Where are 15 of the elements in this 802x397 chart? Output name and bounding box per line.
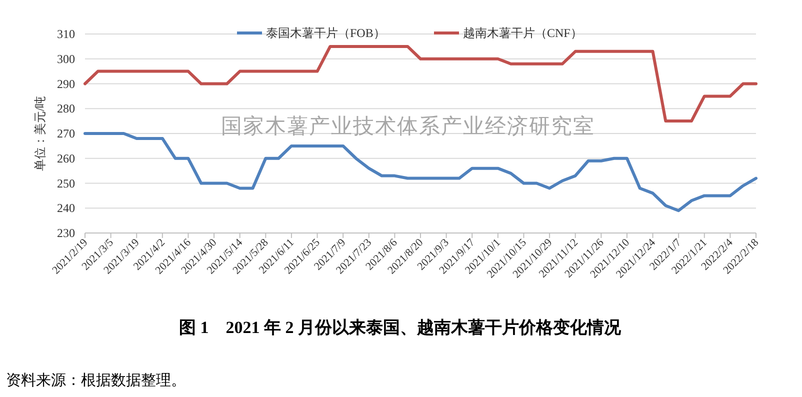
legend-label: 泰国木薯干片（FOB）: [266, 26, 386, 40]
y-tick-label: 290: [57, 76, 75, 91]
y-tick-label: 310: [57, 27, 75, 41]
y-tick-label: 300: [57, 52, 75, 66]
legend-label: 越南木薯干片（CNF）: [463, 26, 582, 40]
text: 资料来源：根据数据整理。: [6, 372, 186, 389]
y-tick-label: 260: [57, 151, 75, 166]
annotation: 国家木薯产业技术体系产业经济研究室: [221, 114, 595, 138]
y-axis-title: 单位：美元/吨: [33, 96, 47, 172]
text: 图 1 2021 年 2 月份以来泰国、越南木薯干片价格变化情况: [179, 318, 622, 337]
y-tick-label: 250: [57, 176, 75, 190]
y-tick-label: 240: [57, 201, 75, 216]
y-tick-label: 230: [57, 226, 75, 240]
y-tick-label: 280: [57, 102, 75, 116]
y-tick-label: 270: [57, 126, 75, 140]
